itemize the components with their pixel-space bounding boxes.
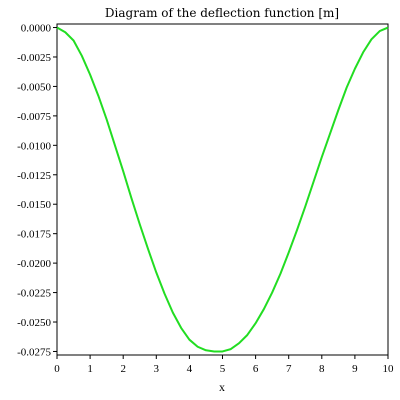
y-tick-label: -0.0275 bbox=[17, 346, 51, 358]
y-tick-label: -0.0150 bbox=[17, 199, 51, 211]
x-tick-label: 10 bbox=[383, 363, 395, 375]
y-tick-label: 0.0000 bbox=[21, 23, 52, 35]
x-tick-label: 8 bbox=[319, 363, 325, 375]
x-tick-label: 1 bbox=[87, 363, 93, 375]
y-tick-label: -0.0200 bbox=[17, 258, 51, 270]
chart-title: Diagram of the deflection function [m] bbox=[105, 6, 339, 20]
y-tick-label: -0.0125 bbox=[17, 170, 51, 182]
plot-frame bbox=[56, 23, 389, 356]
y-tick-label: -0.0225 bbox=[17, 288, 51, 300]
x-tick-label: 5 bbox=[220, 363, 226, 375]
x-tick-label: 4 bbox=[187, 363, 193, 375]
y-tick-label: -0.0050 bbox=[17, 81, 51, 93]
y-tick-label: -0.0250 bbox=[17, 317, 51, 329]
x-tick-label: 2 bbox=[120, 363, 126, 375]
x-tick-label: 9 bbox=[352, 363, 358, 375]
x-axis: 0 1 2 3 4 5 6 7 8 9 10 bbox=[54, 355, 394, 375]
y-tick-label: -0.0100 bbox=[17, 140, 51, 152]
y-tick-label: -0.0025 bbox=[17, 52, 51, 64]
x-tick-label: 7 bbox=[286, 363, 292, 375]
plot-area bbox=[56, 23, 389, 356]
x-tick-label: 3 bbox=[154, 363, 160, 375]
y-tick-label: -0.0175 bbox=[17, 229, 51, 241]
x-tick-label: 0 bbox=[54, 363, 60, 375]
deflection-curve bbox=[56, 26, 389, 353]
y-tick-label: -0.0075 bbox=[17, 111, 51, 123]
y-axis: 0.0000 -0.0025 -0.0050 -0.0075 -0.0100 -0.012… bbox=[17, 23, 57, 358]
x-axis-label: x bbox=[219, 380, 225, 394]
x-tick-label: 6 bbox=[253, 363, 259, 375]
